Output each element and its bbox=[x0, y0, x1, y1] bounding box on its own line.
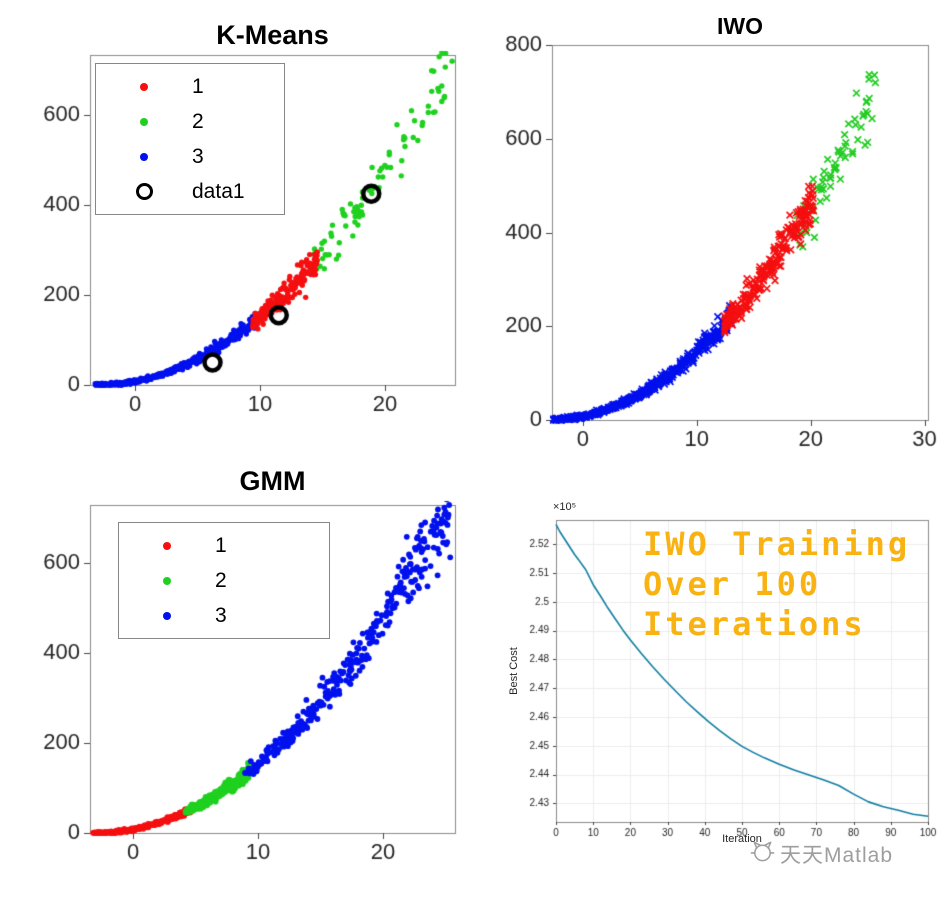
gmm-legend: 1 2 3 bbox=[118, 522, 330, 639]
legend-marker-dot bbox=[163, 611, 171, 620]
legend-entry: data1 bbox=[96, 174, 284, 209]
legend-marker-dot bbox=[163, 541, 171, 550]
legend-entry: 2 bbox=[96, 104, 284, 139]
legend-marker-dot bbox=[140, 152, 148, 161]
legend-marker-dot bbox=[163, 576, 171, 585]
cat-logo-icon bbox=[750, 839, 775, 869]
legend-label: 2 bbox=[192, 109, 204, 133]
kmeans-title: K-Means bbox=[216, 20, 329, 50]
best-cost-axis-label: Best Cost bbox=[508, 647, 520, 695]
legend-entry: 1 bbox=[96, 69, 284, 104]
legend-label: 1 bbox=[192, 74, 204, 98]
legend-label: data1 bbox=[192, 179, 245, 203]
legend-marker-dot bbox=[140, 82, 148, 91]
watermark-text: 天天Matlab bbox=[780, 844, 894, 867]
annotation-text: IWO Training Over 100 Iterations bbox=[643, 525, 911, 643]
legend-entry: 3 bbox=[119, 598, 329, 633]
y-exponent-label: ×10⁵ bbox=[553, 501, 577, 513]
legend-entry: 2 bbox=[119, 563, 329, 598]
legend-label: 2 bbox=[215, 568, 227, 592]
iteration-axis-label: Iteration bbox=[722, 833, 762, 845]
gmm-title: GMM bbox=[239, 466, 306, 496]
legend-entry: 3 bbox=[96, 139, 284, 174]
iwo-title: IWO bbox=[717, 13, 763, 39]
legend-marker-ring bbox=[135, 183, 153, 200]
legend-label: 1 bbox=[215, 533, 227, 557]
legend-entry: 1 bbox=[119, 528, 329, 563]
legend-label: 3 bbox=[192, 144, 204, 168]
legend-label: 3 bbox=[215, 603, 227, 627]
kmeans-legend: 1 2 3 data1 bbox=[95, 63, 285, 215]
legend-marker-dot bbox=[140, 117, 148, 126]
watermark: 天天Matlab bbox=[750, 839, 893, 869]
